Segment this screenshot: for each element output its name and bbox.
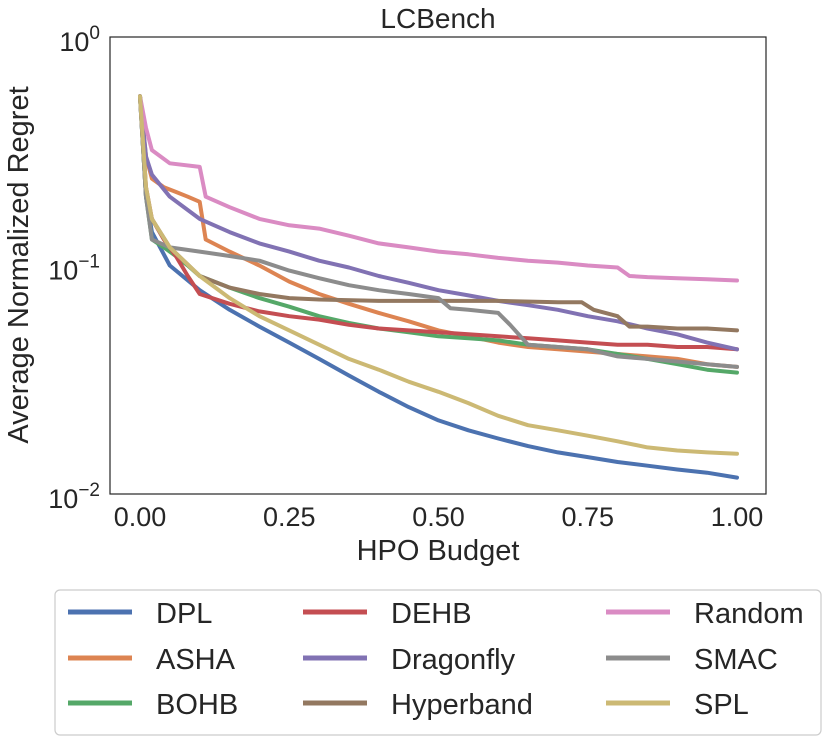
legend-label-spl: SPL <box>694 689 749 721</box>
legend-label-dpl: DPL <box>156 598 212 630</box>
x-tick-label: 0.25 <box>263 502 316 532</box>
series-line-dehb <box>138 94 739 352</box>
legend-label-hyperband: Hyperband <box>391 689 533 721</box>
series-line-random <box>138 94 739 283</box>
series-line-smac <box>138 94 739 369</box>
plot-area <box>109 36 767 495</box>
chart-title: LCBench <box>380 3 495 34</box>
series-lines <box>138 94 739 480</box>
legend-label-asha: ASHA <box>156 644 236 676</box>
legend-label-dehb: DEHB <box>391 598 472 630</box>
x-axis-ticks: 0.00 0.25 0.50 0.75 1.00 <box>114 502 764 532</box>
legend-label-smac: SMAC <box>694 644 778 676</box>
legend-label-bohb: BOHB <box>156 689 238 721</box>
y-axis-label: Average Normalized Regret <box>3 86 35 443</box>
legend-box <box>54 589 822 736</box>
series-line-spl <box>138 94 739 456</box>
legend-label-dragonfly: Dragonfly <box>391 644 516 676</box>
x-tick-label: 0.00 <box>114 502 167 532</box>
y-axis-ticks: 100 10−1 10−2 <box>48 23 100 514</box>
legend-label-random: Random <box>694 598 804 630</box>
y-tick-label: 100 <box>59 23 100 57</box>
x-tick-label: 0.50 <box>412 502 465 532</box>
legend: DPL ASHA BOHB DEHB Dragonfly Hyperband Random S… <box>68 598 804 721</box>
x-tick-label: 0.75 <box>561 502 614 532</box>
x-axis-label: HPO Budget <box>357 535 520 567</box>
y-tick-label: 10−1 <box>48 252 100 286</box>
x-tick-label: 1.00 <box>711 502 764 532</box>
y-tick-label: 10−2 <box>48 480 100 514</box>
